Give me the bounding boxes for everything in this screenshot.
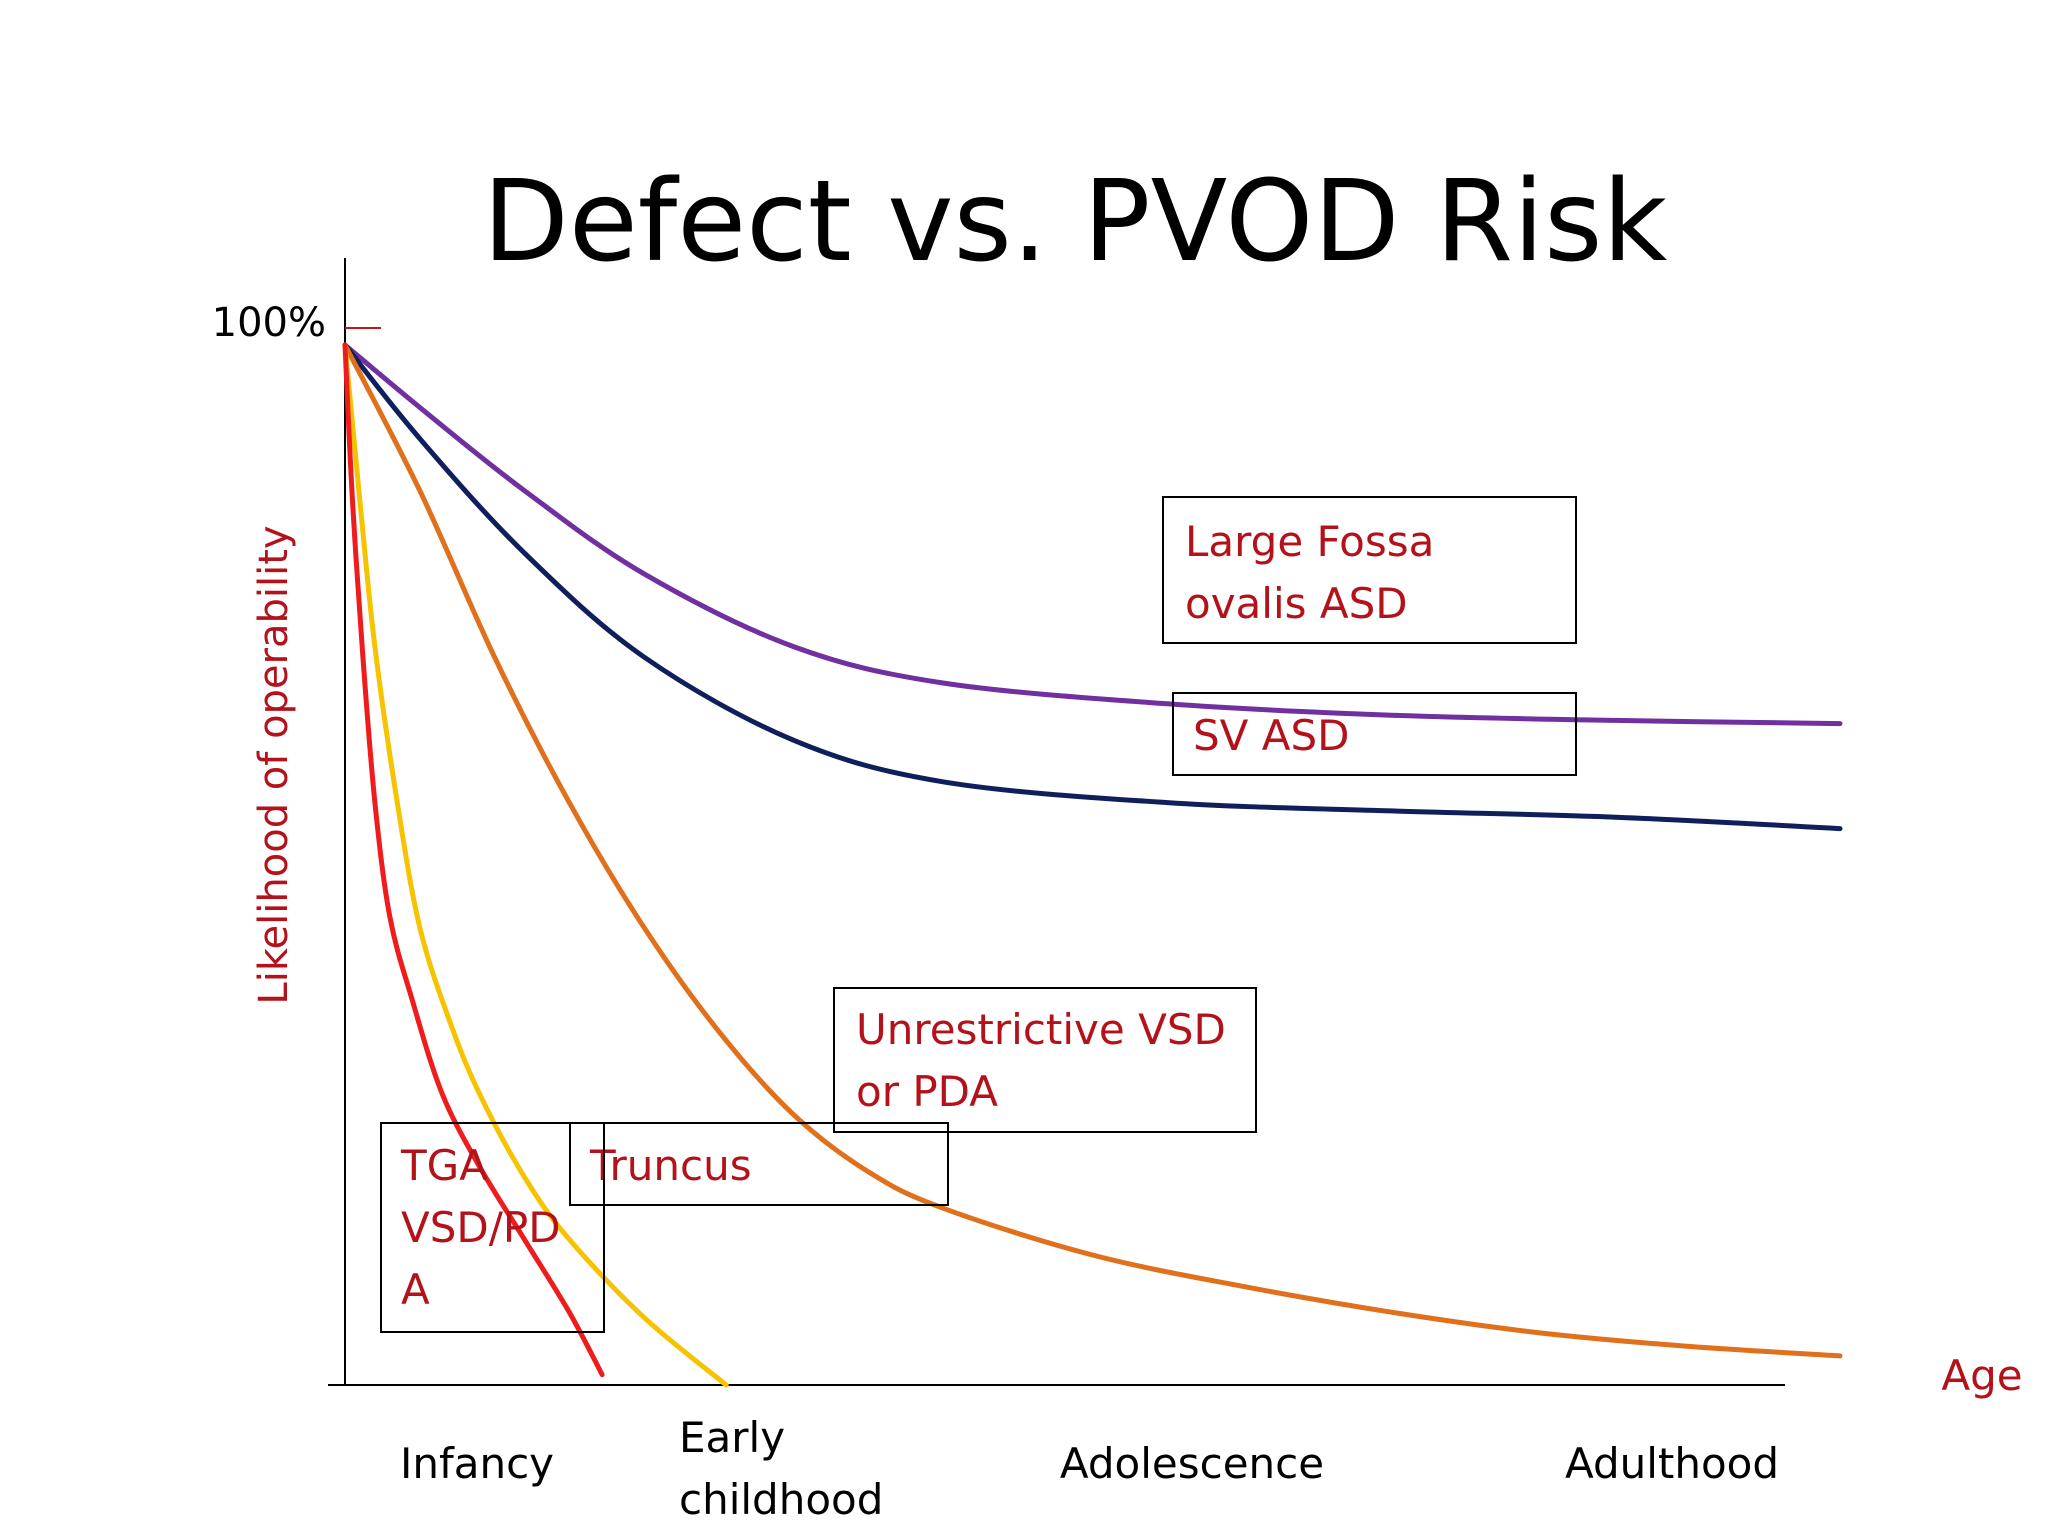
x-category-early-childhood: Early childhood [679, 1413, 883, 1524]
chart-title: Defect vs. PVOD Risk [483, 157, 1668, 287]
annotation-tga-vsd-pd-a: TGA VSD/PD A [380, 1122, 605, 1333]
annotation-boxes: Large Fossa ovalis ASD SV ASD Unrestrictive… [380, 496, 1577, 1333]
series-line-sv-asd [342, 342, 1843, 832]
annotation-label: Truncus [589, 1141, 752, 1190]
y-tick-label-100: 100% [212, 300, 326, 346]
annotation-sv-asd: SV ASD [1172, 692, 1577, 776]
annotation-box [569, 1122, 949, 1206]
annotation-label: Large Fossa ovalis ASD [1185, 517, 1434, 628]
annotation-label: Unrestrictive VSD or PDA [856, 1005, 1226, 1116]
annotation-truncus: Truncus [569, 1122, 949, 1206]
annotation-unrestrictive-vsd-or-pda: Unrestrictive VSD or PDA [833, 987, 1257, 1133]
x-axis-label: Age [1941, 1351, 2022, 1400]
series-line-unrestrictive-vsd-or-pda [342, 342, 1843, 1359]
y-axis-label: Likelihood of operability [251, 525, 297, 1004]
annotation-label: TGA VSD/PD A [400, 1141, 561, 1314]
series-line-truncus [342, 342, 729, 1388]
annotation-large-fossa-ovalis-asd: Large Fossa ovalis ASD [1162, 496, 1577, 644]
annotation-label: SV ASD [1193, 711, 1349, 760]
annotation-box [1162, 496, 1577, 644]
x-category-adolescence: Adolescence [1060, 1439, 1324, 1488]
series-line-large-fossa-ovalis-asd [342, 342, 1843, 727]
series-lines [342, 342, 1843, 1388]
x-category-adulthood: Adulthood [1565, 1439, 1779, 1488]
x-category-infancy: Infancy [400, 1439, 554, 1488]
series-line-tga-vsd-pda [342, 342, 605, 1378]
annotation-box [1172, 692, 1577, 776]
annotation-box [833, 987, 1257, 1133]
annotation-box [380, 1122, 605, 1333]
